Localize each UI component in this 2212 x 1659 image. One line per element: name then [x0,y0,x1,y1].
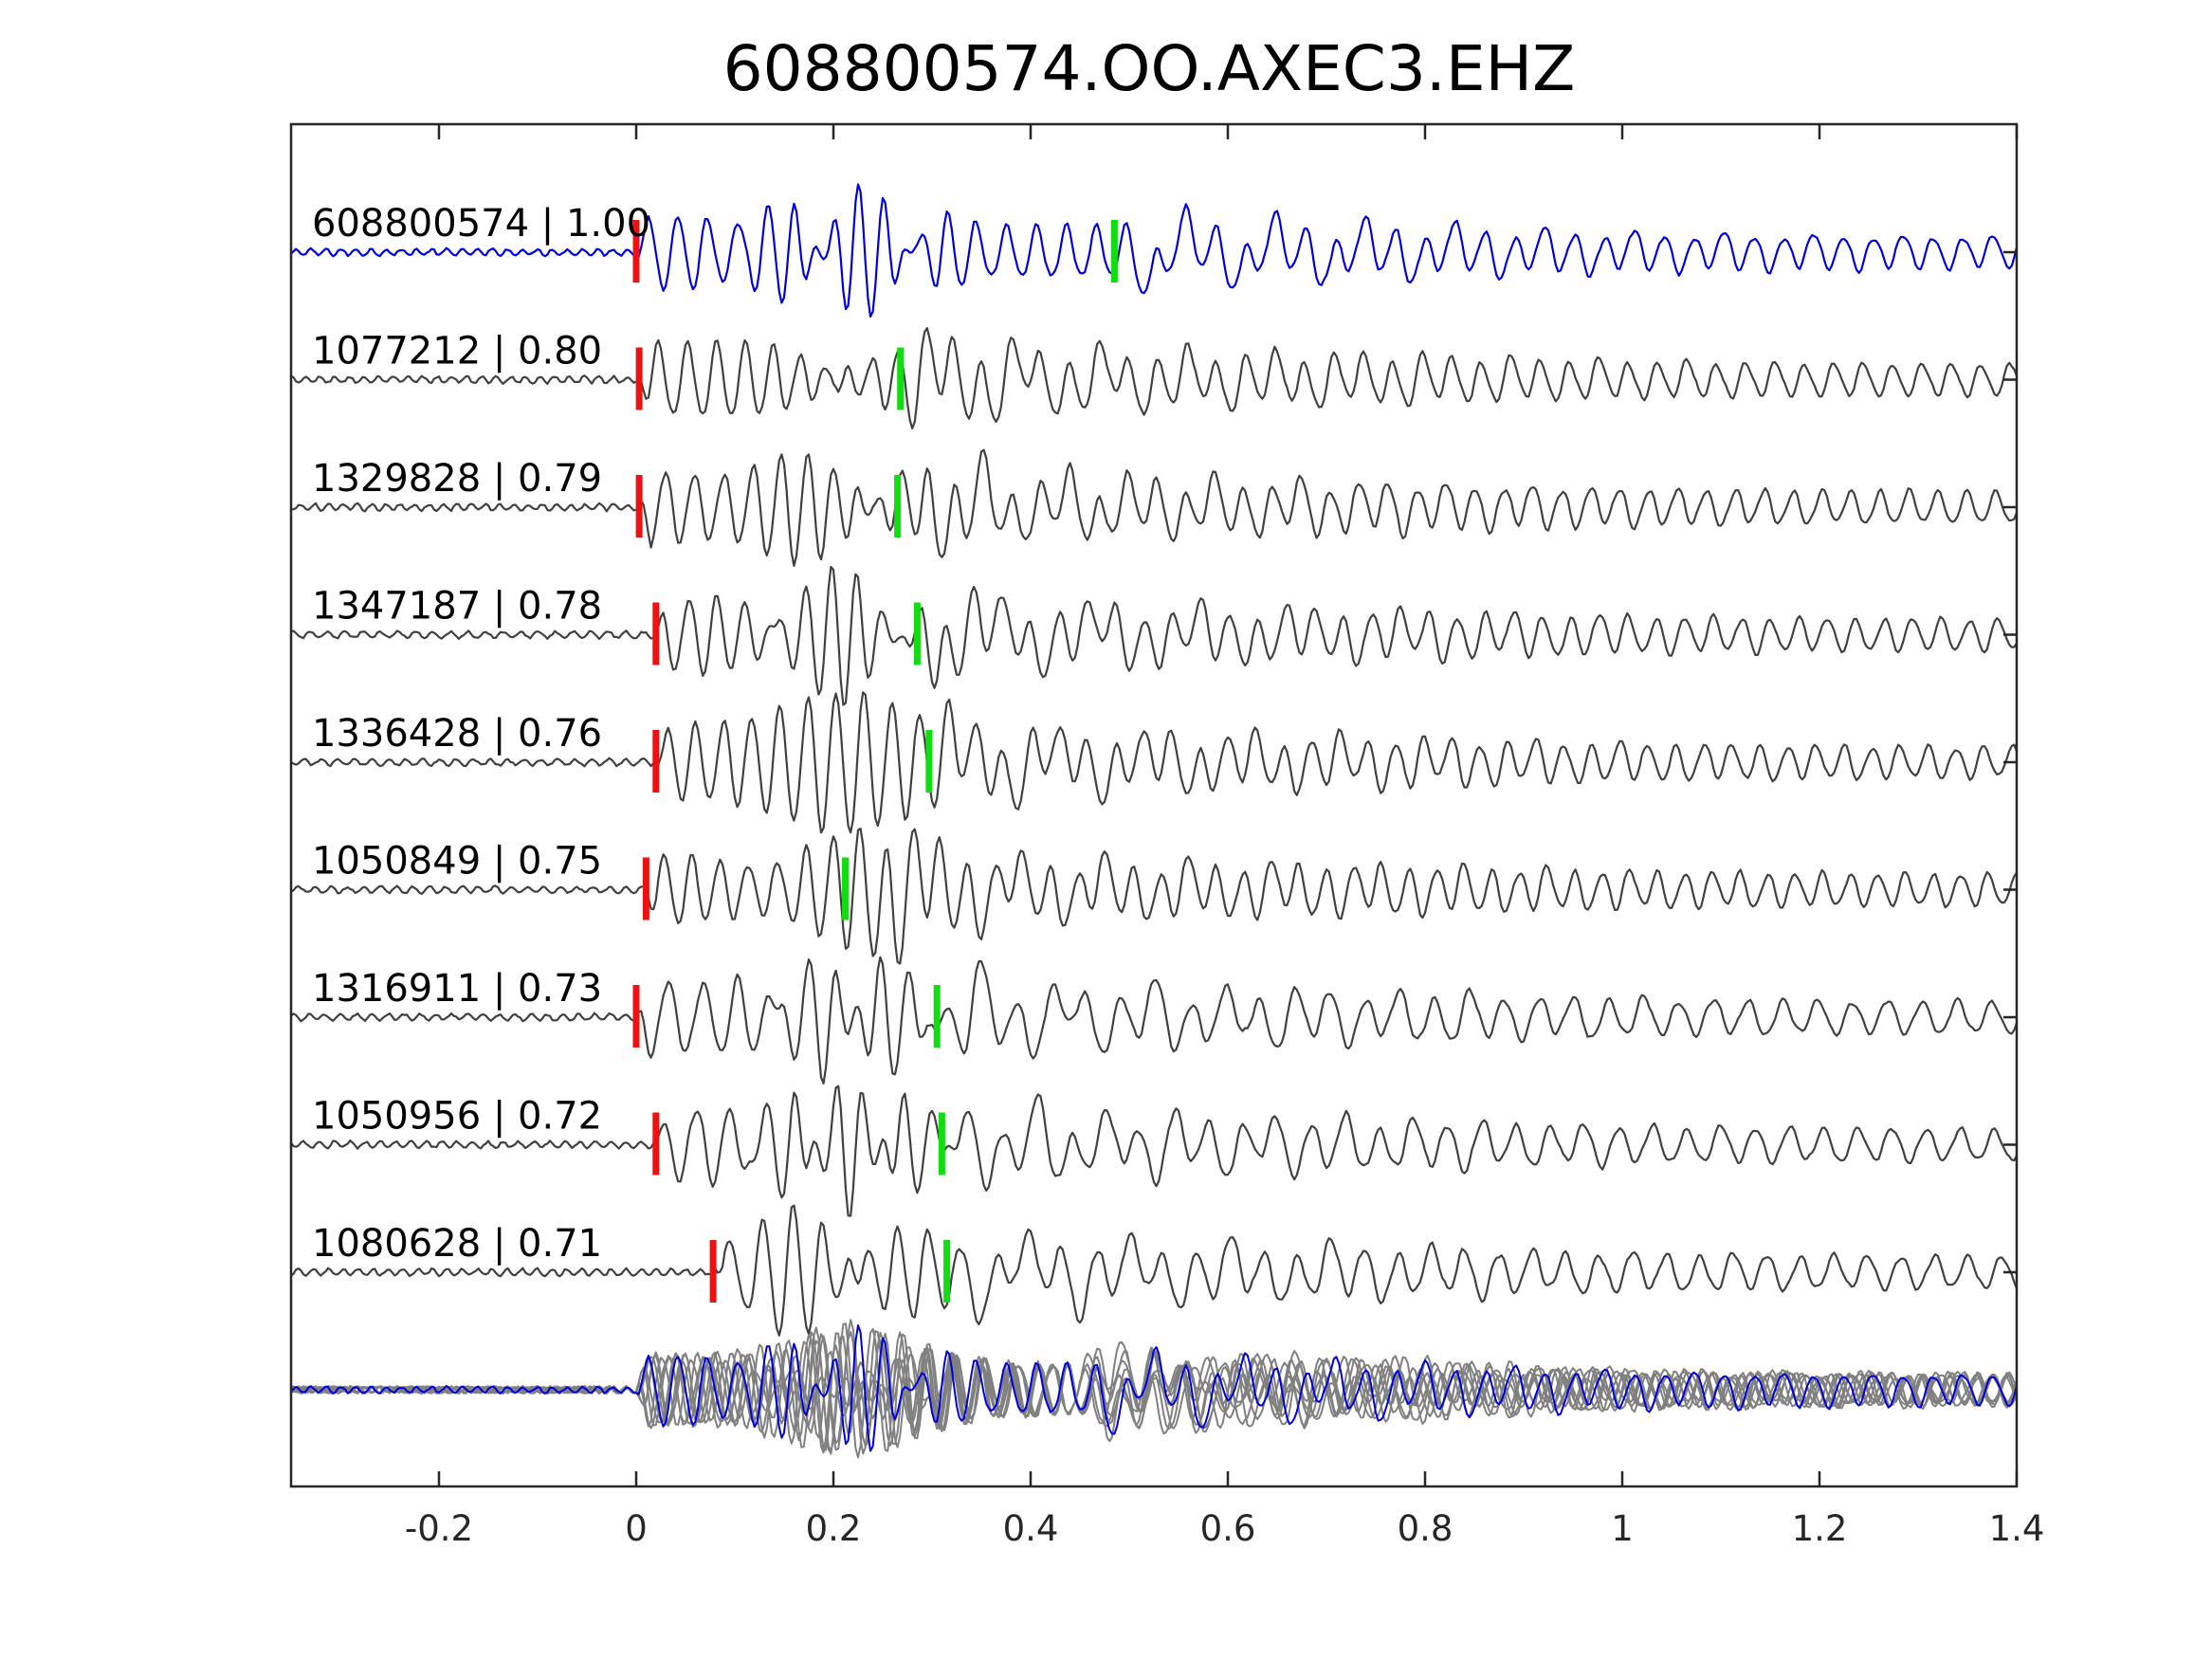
trace-1077212 [290,327,2019,429]
trace-608800574 [290,183,2019,318]
plot-area: 608800574 | 1.00 1077212 | 0.80 1329828 | … [290,183,2019,1459]
trace-1336428 [290,691,2019,834]
x-tick-label: 1.4 [1989,1508,2045,1549]
trace-label-1336428: 1336428 | 0.76 [312,712,602,756]
trace-label-1077212: 1077212 | 0.80 [312,330,602,374]
stack-trace-1050956 [290,1332,2018,1455]
x-tick-label: 1 [1611,1508,1634,1549]
trace-1316911 [290,956,2019,1085]
trace-label-1080628: 1080628 | 0.71 [312,1222,602,1266]
trace-1050956 [290,1085,2018,1217]
trace-label-1316911: 1316911 | 0.73 [312,967,602,1011]
trace-1050849 [290,828,2018,965]
trace-label-608800574: 608800574 | 1.00 [312,202,650,246]
x-tick-label: 0.6 [1200,1508,1256,1549]
trace-label-1050849: 1050849 | 0.75 [312,840,602,884]
x-tick-label: -0.2 [405,1508,473,1549]
trace-label-1329828: 1329828 | 0.79 [312,457,602,501]
x-tick-label: 0.4 [1003,1508,1059,1549]
stack-trace-608800574 [290,1324,2018,1452]
x-tick-label: 0.8 [1398,1508,1453,1549]
x-tick-label: 0 [625,1508,648,1549]
chart-title: 608800574.OO.AXEC3.EHZ [723,32,1576,105]
trace-1080628 [290,1204,2019,1337]
x-tick-label: 1.2 [1792,1508,1848,1549]
trace-label-1050956: 1050956 | 0.72 [312,1095,602,1139]
x-tick-label: 0.2 [806,1508,862,1549]
trace-1329828 [290,448,2019,567]
trace-1347187 [290,565,2018,706]
axes-frame [289,122,2019,1488]
x-axis: -0.2 0 0.2 0.4 0.6 0.8 1 1.2 1.4 [289,122,2045,1549]
trace-label-1347187: 1347187 | 0.78 [312,585,602,629]
